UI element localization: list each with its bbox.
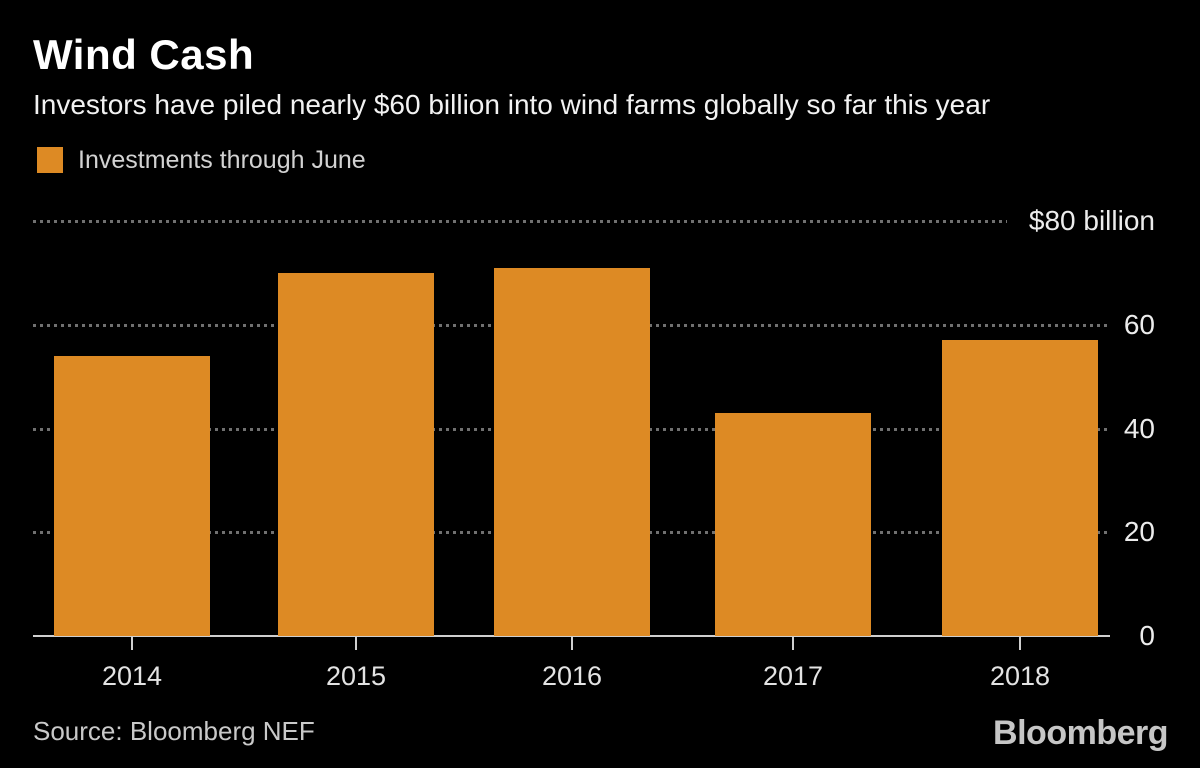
xtick-label-2017: 2017 <box>762 661 824 691</box>
ytick-label-20: 20 <box>1123 516 1155 548</box>
bar-2016 <box>494 268 650 636</box>
bloomberg-logo: Bloomberg <box>993 714 1168 752</box>
xtick-2014 <box>131 637 133 650</box>
source-note: Source: Bloomberg NEF <box>33 716 315 746</box>
chart-subtitle: Investors have piled nearly $60 billion … <box>33 89 991 120</box>
legend-swatch-icon <box>37 147 63 173</box>
ytick-label-40: 40 <box>1123 412 1155 444</box>
bar-2014 <box>54 356 210 636</box>
xtick-2018 <box>1019 637 1021 650</box>
xtick-label-2014: 2014 <box>101 661 163 691</box>
x-axis-baseline <box>33 635 1110 637</box>
ytick-label-60: 60 <box>1123 308 1155 340</box>
legend-label: Investments through June <box>78 145 366 174</box>
xtick-label-2016: 2016 <box>541 661 603 691</box>
bar-2017 <box>715 413 871 636</box>
bar-2018 <box>942 340 1098 636</box>
bar-2015 <box>278 273 434 636</box>
gridline-80 <box>33 220 1007 223</box>
xtick-label-2018: 2018 <box>989 661 1051 691</box>
legend: Investments through June <box>37 146 366 174</box>
xtick-label-2015: 2015 <box>325 661 387 691</box>
ytick-label-80: $80 billion <box>1028 205 1155 236</box>
xtick-2017 <box>792 637 794 650</box>
chart-title: Wind Cash <box>33 31 255 78</box>
xtick-2016 <box>571 637 573 650</box>
ytick-label-0: 0 <box>1139 620 1155 651</box>
xtick-2015 <box>355 637 357 650</box>
